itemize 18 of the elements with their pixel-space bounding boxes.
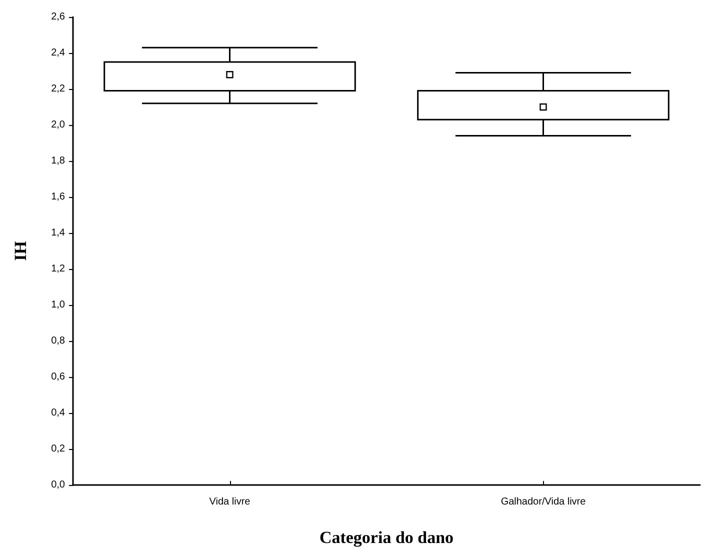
x-tick-label: Galhador/Vida livre — [500, 496, 586, 508]
y-tick-label: 1,0 — [51, 300, 66, 310]
y-tick-label: 1,8 — [51, 156, 66, 166]
y-tick-label: 0,4 — [51, 408, 66, 418]
y-tick-label: 0,6 — [51, 372, 66, 382]
y-tick-label: 0,2 — [51, 444, 66, 454]
y-tick-label: 1,6 — [51, 192, 66, 202]
y-tick-label: 2,0 — [51, 120, 66, 130]
y-tick-label: 2,2 — [51, 84, 66, 94]
y-tick-label: 2,4 — [51, 48, 66, 58]
y-tick-label: 0,0 — [51, 480, 66, 490]
y-axis-title: IH — [11, 241, 30, 261]
y-tick-label: 0,8 — [51, 336, 66, 346]
y-tick-label: 1,4 — [51, 228, 66, 238]
x-tick-label: Vida livre — [209, 496, 251, 508]
x-axis-title: Categoria do dano — [319, 528, 454, 547]
y-tick-label: 2,6 — [51, 12, 66, 22]
y-tick-label: 1,2 — [51, 264, 66, 274]
